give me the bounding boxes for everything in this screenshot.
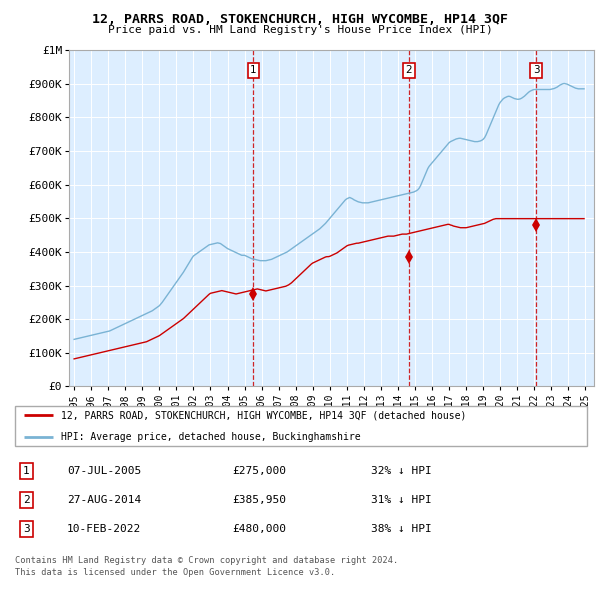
- FancyBboxPatch shape: [15, 407, 587, 445]
- Text: 12, PARRS ROAD, STOKENCHURCH, HIGH WYCOMBE, HP14 3QF (detached house): 12, PARRS ROAD, STOKENCHURCH, HIGH WYCOM…: [61, 411, 467, 420]
- Text: 12, PARRS ROAD, STOKENCHURCH, HIGH WYCOMBE, HP14 3QF: 12, PARRS ROAD, STOKENCHURCH, HIGH WYCOM…: [92, 13, 508, 26]
- Text: HPI: Average price, detached house, Buckinghamshire: HPI: Average price, detached house, Buck…: [61, 432, 361, 441]
- Text: 2: 2: [406, 65, 412, 76]
- Text: 07-JUL-2005: 07-JUL-2005: [67, 466, 141, 476]
- Text: 2: 2: [23, 495, 30, 505]
- Text: 38% ↓ HPI: 38% ↓ HPI: [371, 525, 432, 535]
- Text: 27-AUG-2014: 27-AUG-2014: [67, 495, 141, 505]
- Text: Contains HM Land Registry data © Crown copyright and database right 2024.: Contains HM Land Registry data © Crown c…: [15, 556, 398, 565]
- Text: £385,950: £385,950: [232, 495, 286, 505]
- Text: £275,000: £275,000: [232, 466, 286, 476]
- Text: Price paid vs. HM Land Registry's House Price Index (HPI): Price paid vs. HM Land Registry's House …: [107, 25, 493, 35]
- Text: 3: 3: [23, 525, 30, 535]
- Text: 1: 1: [250, 65, 257, 76]
- Text: 1: 1: [23, 466, 30, 476]
- Text: 3: 3: [533, 65, 539, 76]
- Text: 10-FEB-2022: 10-FEB-2022: [67, 525, 141, 535]
- Text: £480,000: £480,000: [232, 525, 286, 535]
- Text: 32% ↓ HPI: 32% ↓ HPI: [371, 466, 432, 476]
- Text: This data is licensed under the Open Government Licence v3.0.: This data is licensed under the Open Gov…: [15, 568, 335, 576]
- Text: 31% ↓ HPI: 31% ↓ HPI: [371, 495, 432, 505]
